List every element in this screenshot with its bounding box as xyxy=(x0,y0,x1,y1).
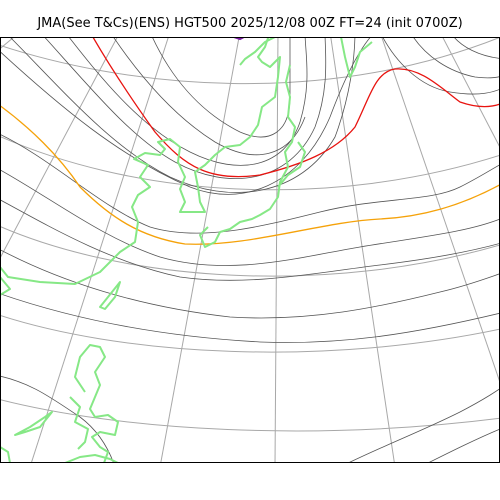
graticule-meridian xyxy=(442,37,500,149)
height-contour xyxy=(112,37,306,156)
height-contour-highlight-red xyxy=(92,37,500,178)
height-contour xyxy=(43,37,327,180)
coastline xyxy=(199,64,296,248)
height-contour xyxy=(347,388,500,463)
height-contour xyxy=(382,37,500,95)
height-contour xyxy=(0,199,500,281)
graticule-latitude-circle xyxy=(0,37,500,85)
map-title: JMA(See T&Cs)(ENS) HGT500 2025/12/08 00Z… xyxy=(37,16,463,31)
graticule-meridian xyxy=(274,37,279,463)
coastline xyxy=(74,344,119,463)
graticule-meridian xyxy=(0,37,15,50)
height-contour xyxy=(0,249,500,319)
graticule-meridian xyxy=(160,37,240,463)
height-contour xyxy=(0,133,500,234)
height-contour xyxy=(68,37,308,166)
graticule xyxy=(0,37,500,463)
height-contour xyxy=(0,375,114,463)
graticule-meridian xyxy=(330,37,395,463)
graticule-meridian xyxy=(0,37,118,260)
height-contours xyxy=(0,37,500,463)
coastline xyxy=(64,454,119,463)
coastline xyxy=(0,37,281,285)
coastline xyxy=(0,446,11,463)
coastline xyxy=(99,281,121,310)
height-contour xyxy=(0,169,500,266)
map-frame xyxy=(0,37,500,463)
coastline xyxy=(14,411,53,436)
height-contour xyxy=(427,428,500,463)
graticule-latitude-circle xyxy=(0,314,500,353)
graticule-meridian xyxy=(30,37,169,463)
coastline xyxy=(0,276,11,296)
graticule-latitude-circle xyxy=(0,225,500,277)
coastline xyxy=(239,37,276,66)
coastlines xyxy=(0,37,373,463)
coastline xyxy=(69,396,89,450)
height-contour xyxy=(151,37,291,138)
height-contour xyxy=(412,37,500,79)
coastline xyxy=(339,37,373,78)
height-contour-highlight-orange xyxy=(0,104,500,245)
graticule-meridian xyxy=(381,37,500,384)
height-contour xyxy=(0,293,500,343)
height-contour xyxy=(453,37,500,59)
height-contour xyxy=(9,37,356,193)
graticule-latitude-circle xyxy=(0,135,500,191)
coastline xyxy=(277,141,306,188)
map-border xyxy=(0,37,500,463)
height-contour xyxy=(0,37,371,195)
